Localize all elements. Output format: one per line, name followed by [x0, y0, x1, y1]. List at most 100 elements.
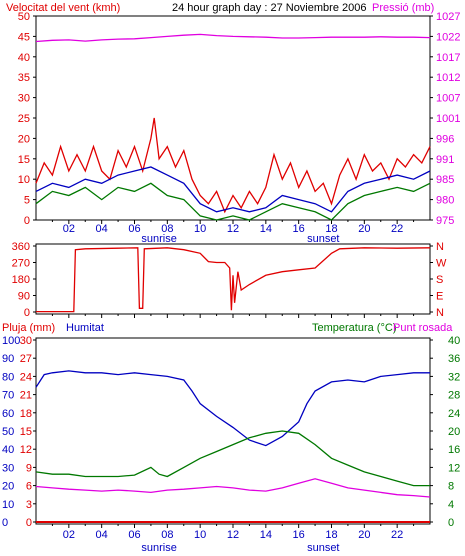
- wind-speed-tick-label: 45: [18, 31, 30, 43]
- rain-ticks: 0 3 6 9 12 15 18 21 24 27 30: [20, 335, 36, 529]
- direction-compass-tick-label: N: [436, 241, 444, 253]
- temperature-tick-label: 8: [448, 481, 454, 493]
- temperature-tick-label: 28: [448, 390, 460, 402]
- temperature-tick-label: 36: [448, 353, 460, 365]
- rain-tick-label: 30: [20, 335, 32, 347]
- rain-tick-label: 12: [20, 444, 32, 456]
- rain-humidity-temp-panel: Pluja (mm) Humitat Temperatura (°C) Punt…: [2, 322, 460, 554]
- temperature-tick-label: 4: [448, 499, 454, 511]
- humidity-ticks: 0 10 20 30 40 50 60 70 80 90 100: [2, 335, 20, 529]
- rain-tick-label: 9: [26, 462, 32, 474]
- temperature-tick-label: 0: [448, 517, 454, 529]
- humidity-tick-label: 0: [2, 517, 8, 529]
- pressure-tick-label: 996: [436, 133, 454, 145]
- direction-compass-tick-label: S: [436, 274, 443, 286]
- hour-tick-top-label: 04: [96, 223, 108, 235]
- temperature-tick-label: 40: [448, 335, 460, 347]
- series-r-fega-line: [35, 117, 431, 214]
- wind-speed-title: Velocitat del vent (kmh): [6, 2, 120, 14]
- wind-pressure-panel: Velocitat del vent (kmh) 24 hour graph d…: [6, 2, 460, 245]
- temperature-tick-label: 20: [448, 426, 460, 438]
- rain-tick-label: 3: [26, 499, 32, 511]
- hour-ticks-top: 02 04 06 08 10 12 14 16 18 20 22: [51, 220, 415, 235]
- pressure-tick-label: 1012: [436, 72, 460, 84]
- series-vent-mitj-line: [35, 166, 431, 213]
- temperature-tick-label: 32: [448, 371, 460, 383]
- humidity-tick-label: 20: [2, 481, 14, 493]
- wind-speed-tick-label: 25: [18, 113, 30, 125]
- series-pressi-mb-line: [35, 33, 431, 43]
- rain-humidity-temp-frame: [35, 337, 431, 525]
- sunset-label-top: sunset: [307, 233, 339, 245]
- rain-tick-label: 0: [26, 517, 32, 529]
- hour-ticks-bottom: 02 04 06 08 10 12 14 16 18 20 22: [51, 524, 415, 541]
- hour-tick-bottom-label: 20: [358, 529, 370, 541]
- hour-tick-top-label: 14: [260, 223, 272, 235]
- hour-tick-top-label: 02: [63, 223, 75, 235]
- temperature-tick-label: 16: [448, 444, 460, 456]
- rain-tick-label: 24: [20, 371, 32, 383]
- direction-degree-tick-label: 360: [12, 241, 30, 253]
- series-wind-direction-line: [36, 247, 431, 313]
- rain-title: Pluja (mm): [2, 322, 55, 334]
- humidity-tick-label: 10: [2, 499, 14, 511]
- dewpoint-title: Punt rosada: [393, 322, 453, 334]
- pressure-ticks: 975 980 985 991 996 1001 1007 1012 1017 1022 1027: [430, 11, 460, 227]
- wind-speed-tick-label: 10: [18, 174, 30, 186]
- pressure-tick-label: 1017: [436, 52, 460, 64]
- hour-tick-bottom-label: 10: [194, 529, 206, 541]
- hour-tick-bottom-label: 12: [227, 529, 239, 541]
- humidity-tick-label: 30: [2, 462, 14, 474]
- wind-pressure-series: [35, 33, 431, 221]
- pressure-tick-label: 991: [436, 154, 454, 166]
- series-temperatura-c-line: [35, 430, 430, 487]
- hour-tick-top-label: 08: [161, 223, 173, 235]
- humidity-tick-label: 60: [2, 408, 14, 420]
- wind-speed-tick-label: 20: [18, 133, 30, 145]
- hour-tick-top-label: 16: [293, 223, 305, 235]
- hour-tick-top-label: 06: [128, 223, 140, 235]
- rain-tick-label: 21: [20, 390, 32, 402]
- wind-speed-tick-label: 15: [18, 154, 30, 166]
- wind-direction-series: [36, 247, 431, 313]
- rain-tick-label: 18: [20, 408, 32, 420]
- sunrise-label-bottom: sunrise: [141, 542, 176, 554]
- direction-degree-tick-label: 0: [24, 307, 30, 319]
- temperature-ticks: 0 4 8 12 16 20 24 28 32 36 40: [430, 335, 460, 529]
- temperature-tick-label: 24: [448, 408, 460, 420]
- humidity-tick-label: 70: [2, 390, 14, 402]
- temperature-title: Temperatura (°C): [312, 322, 396, 334]
- direction-degree-tick-label: 270: [12, 258, 30, 270]
- wind-speed-tick-label: 5: [24, 195, 30, 207]
- graph-date-title: 24 hour graph day : 27 Noviembre 2006: [172, 2, 366, 14]
- pressure-tick-label: 1022: [436, 31, 460, 43]
- wind-speed-tick-label: 35: [18, 72, 30, 84]
- direction-degree-tick-label: 90: [18, 291, 30, 303]
- direction-degree-tick-label: 180: [12, 274, 30, 286]
- humidity-tick-label: 90: [2, 353, 14, 365]
- humidity-tick-label: 40: [2, 444, 14, 456]
- rain-humidity-temp-series: [35, 370, 431, 523]
- rain-tick-label: 6: [26, 481, 32, 493]
- pressure-tick-label: 1001: [436, 113, 460, 125]
- temperature-tick-label: 12: [448, 462, 460, 474]
- series-punt-rosada-line: [35, 478, 431, 498]
- wind-pressure-frame: [35, 15, 431, 221]
- pressure-tick-label: 980: [436, 195, 454, 207]
- hour-tick-top-label: 10: [194, 223, 206, 235]
- wind-speed-ticks: 0 5 10 15 20 25 30 35 40 45 50: [18, 11, 36, 227]
- hour-tick-top-label: 18: [325, 223, 337, 235]
- pressure-tick-label: 1027: [436, 11, 460, 23]
- sunset-label-bottom: sunset: [307, 542, 339, 554]
- direction-degree-ticks: 0 90 180 270 360: [12, 241, 415, 319]
- wind-speed-tick-label: 30: [18, 93, 30, 105]
- wind-speed-tick-label: 0: [24, 215, 30, 227]
- hour-tick-bottom-label: 14: [260, 529, 272, 541]
- wind-speed-tick-label: 50: [18, 11, 30, 23]
- pressure-tick-label: 975: [436, 215, 454, 227]
- direction-compass-tick-label: E: [436, 291, 443, 303]
